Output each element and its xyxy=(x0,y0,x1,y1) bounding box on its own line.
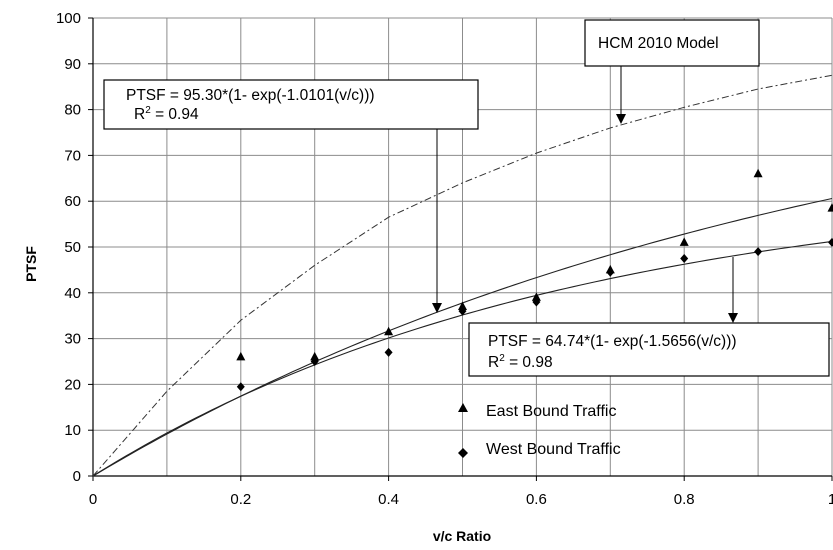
y-axis-title: PTSF xyxy=(23,246,39,282)
y-tick-label: 100 xyxy=(56,10,81,27)
y-tick-label: 70 xyxy=(64,147,81,164)
x-axis-title: v/c Ratio xyxy=(433,528,491,544)
x-tick-label: 0.4 xyxy=(378,491,399,508)
y-tick-label: 50 xyxy=(64,239,81,256)
east-r2-value: = 0.94 xyxy=(151,106,199,123)
y-tick-label: 80 xyxy=(64,102,81,119)
hcm-label-box xyxy=(584,19,760,67)
y-tick-label: 90 xyxy=(64,56,81,73)
point-west-bound xyxy=(754,247,763,257)
point-west-bound xyxy=(458,306,467,316)
point-west-bound xyxy=(384,347,393,357)
west-equation-box xyxy=(468,322,830,377)
east-equation-text: PTSF = 95.30*(1- exp(-1.0101(v/c))) xyxy=(126,87,375,104)
x-tick-labels: 0 0.2 0.4 0.6 0.8 1 xyxy=(89,491,833,508)
hcm-annotation: HCM 2010 Model xyxy=(584,19,760,124)
point-east-bound xyxy=(310,351,320,361)
west-equation-annotation: PTSF = 64.74*(1- exp(-1.5656(v/c))) R2 =… xyxy=(468,257,830,377)
x-tick-label: 0.2 xyxy=(230,491,251,508)
east-equation-annotation: PTSF = 95.30*(1- exp(-1.0101(v/c))) R2 =… xyxy=(103,79,479,313)
east-equation-box xyxy=(103,79,479,130)
legend-west-label: West Bound Traffic xyxy=(486,441,621,458)
west-r2-text: R2 = 0.98 xyxy=(488,353,553,371)
point-east-bound xyxy=(753,168,763,178)
west-r2-value: = 0.98 xyxy=(505,354,553,371)
east-r2-sup: 2 xyxy=(145,105,151,116)
legend-east-label: East Bound Traffic xyxy=(486,403,616,420)
x-tick-label: 0.8 xyxy=(674,491,695,508)
curve-hcm_2010 xyxy=(92,74,833,477)
point-east-bound xyxy=(236,351,246,361)
y-tick-label: 40 xyxy=(64,285,81,302)
east-r2-text: R2 = 0.94 xyxy=(134,105,199,123)
point-west-bound xyxy=(532,297,541,307)
y-tick-label: 20 xyxy=(64,376,81,393)
axes xyxy=(88,17,833,481)
point-west-bound xyxy=(828,237,833,247)
point-east-bound xyxy=(384,326,394,336)
point-east-bound xyxy=(458,301,467,311)
hcm-arrowhead xyxy=(616,114,626,124)
y-tick-label: 10 xyxy=(64,422,81,439)
data-points xyxy=(236,168,833,392)
point-west-bound xyxy=(680,253,689,263)
point-east-bound xyxy=(679,237,689,246)
legend-east-marker xyxy=(458,403,468,412)
west-arrowhead xyxy=(728,313,738,323)
hcm-label: HCM 2010 Model xyxy=(598,35,719,52)
west-r2-sup: 2 xyxy=(499,353,505,364)
west-r2-prefix: R xyxy=(488,354,499,371)
y-tick-labels: 0 10 20 30 40 50 60 70 80 90 100 xyxy=(56,10,81,485)
x-tick-label: 1 xyxy=(828,491,833,508)
point-east-bound xyxy=(827,203,833,212)
x-tick-label: 0 xyxy=(89,491,97,508)
point-west-bound xyxy=(310,357,319,366)
legend: East Bound Traffic West Bound Traffic xyxy=(458,403,621,458)
point-west-bound xyxy=(606,267,615,277)
east-arrowhead xyxy=(432,303,442,313)
y-tick-label: 60 xyxy=(64,193,81,210)
point-west-bound xyxy=(236,382,245,392)
point-east-bound xyxy=(531,292,541,301)
east-r2-prefix: R xyxy=(134,106,145,123)
legend-west-marker xyxy=(458,448,468,458)
west-equation-text: PTSF = 64.74*(1- exp(-1.5656(v/c))) xyxy=(488,333,737,350)
y-tick-label: 0 xyxy=(73,468,81,485)
y-tick-label: 30 xyxy=(64,331,81,348)
x-tick-label: 0.6 xyxy=(526,491,547,508)
